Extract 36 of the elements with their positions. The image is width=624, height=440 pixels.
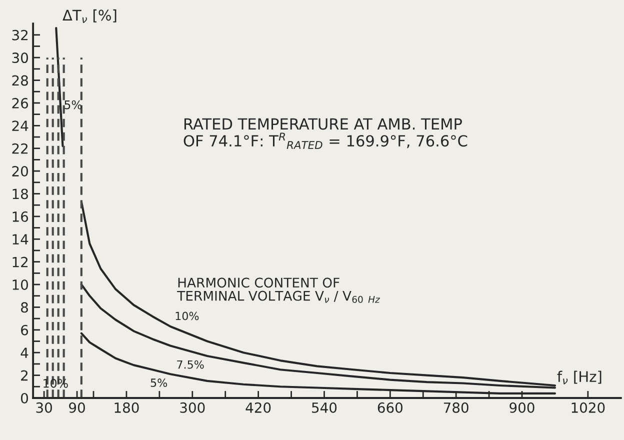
x-tick-label: 900: [510, 402, 534, 413]
y-tick-label: 30: [12, 52, 28, 64]
y-tick-label: 20: [12, 166, 28, 177]
x-tick-label: 780: [444, 402, 468, 413]
y-axis-title: ΔT$_{ν}$ [%]: [62, 9, 116, 23]
y-tick-label: 14: [12, 234, 28, 244]
y-tick-label: 6: [21, 324, 28, 336]
annotation: 5%: [64, 100, 82, 110]
y-tick-label: 22: [12, 143, 28, 154]
x-tick-label: 300: [180, 402, 205, 413]
series-label: 5%: [150, 378, 168, 387]
x-axis-title: f$_{ν}$ [Hz]: [557, 370, 602, 384]
y-tick-label: 8: [21, 302, 28, 313]
annotation: HARMONIC CONTENT OF TERMINAL VOLTAGE V$_{ν}$ / V$_{60 Hz}$: [177, 278, 380, 303]
y-tick-label: 26: [12, 98, 28, 108]
y-tick-label: 12: [12, 256, 28, 268]
series-label: 10%: [176, 312, 199, 320]
y-tick-label: 0: [20, 392, 28, 404]
x-tick-label: 540: [312, 402, 337, 413]
annotation: RATED TEMPERATURE AT AMB. TEMP OF 74.1°F: T$^{R}$$_{RATED}$ = 169.9°F, 76.6°C: [184, 118, 468, 149]
x-tick-label: 420: [246, 402, 271, 413]
y-tick-label: 10: [12, 279, 28, 290]
x-tick-label: 660: [378, 402, 402, 413]
y-tick-label: 24: [12, 120, 28, 131]
y-tick-label: 28: [12, 75, 28, 86]
y-tick-label: 2: [21, 370, 28, 381]
y-tick-label: 18: [12, 188, 28, 200]
annotation: 10%: [44, 378, 68, 388]
y-tick-label: 32: [12, 30, 28, 40]
x-tick-label: 90: [69, 402, 85, 413]
x-tick-label: 30: [36, 402, 52, 413]
x-tick-label: 1020: [572, 402, 605, 413]
y-tick-label: 16: [12, 211, 28, 222]
series-label: 7.5%: [177, 360, 204, 369]
x-tick-label: 180: [114, 402, 139, 413]
y-tick-label: 4: [20, 348, 28, 358]
